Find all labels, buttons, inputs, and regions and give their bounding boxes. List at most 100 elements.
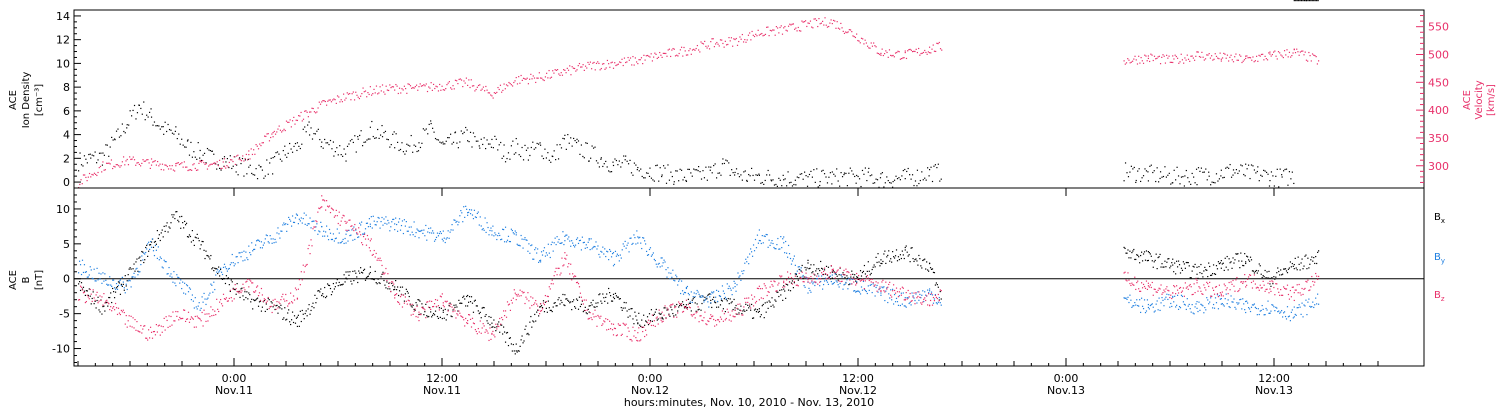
bx-point bbox=[653, 313, 655, 315]
bz-point bbox=[663, 314, 665, 316]
velocity-point bbox=[1185, 59, 1187, 61]
bz-point bbox=[303, 271, 305, 273]
bx-point bbox=[593, 306, 595, 308]
bx-point bbox=[322, 293, 324, 295]
by-point bbox=[454, 219, 456, 221]
velocity-point bbox=[332, 99, 334, 101]
velocity-point bbox=[603, 63, 605, 65]
velocity-point bbox=[577, 65, 579, 67]
by-point bbox=[690, 291, 692, 293]
by-point bbox=[643, 237, 645, 239]
density-point bbox=[804, 171, 806, 173]
velocity-point bbox=[836, 21, 838, 23]
by-point bbox=[93, 268, 95, 270]
bx-point bbox=[622, 307, 624, 309]
by-point bbox=[196, 308, 198, 310]
bx-point bbox=[91, 297, 93, 300]
bx-point bbox=[789, 290, 792, 292]
density-point bbox=[94, 151, 96, 153]
bz-point bbox=[747, 301, 749, 304]
bx-point bbox=[873, 264, 875, 266]
bz-point bbox=[265, 302, 267, 304]
bz-point bbox=[599, 317, 601, 319]
density-point bbox=[706, 179, 708, 181]
bz-point bbox=[319, 207, 321, 210]
bz-point bbox=[733, 316, 735, 318]
bx-point bbox=[807, 262, 809, 264]
density-point bbox=[147, 116, 149, 118]
density-point bbox=[480, 138, 482, 140]
by-point bbox=[637, 236, 639, 238]
by-point bbox=[705, 298, 707, 300]
velocity-point bbox=[637, 63, 639, 65]
density-point bbox=[794, 179, 796, 181]
by-point bbox=[676, 276, 678, 278]
bz-point bbox=[411, 303, 413, 305]
bz-point bbox=[80, 286, 83, 288]
by-point bbox=[709, 296, 711, 298]
velocity-point bbox=[841, 27, 843, 29]
by-point bbox=[1208, 303, 1210, 305]
bx-point bbox=[1313, 256, 1315, 259]
by-point bbox=[720, 298, 723, 300]
velocity-point bbox=[891, 55, 893, 57]
density-point bbox=[220, 169, 222, 171]
velocity-point bbox=[401, 88, 403, 90]
bz-point bbox=[687, 303, 689, 306]
velocity-point bbox=[646, 54, 649, 57]
bz-point bbox=[642, 330, 644, 333]
velocity-point bbox=[822, 20, 824, 22]
density-point bbox=[235, 171, 237, 173]
velocity-point bbox=[920, 52, 922, 55]
by-point bbox=[263, 242, 265, 244]
velocity-point bbox=[722, 42, 724, 45]
velocity-point bbox=[819, 23, 821, 25]
density-point bbox=[344, 153, 347, 155]
velocity-point bbox=[941, 49, 943, 51]
density-point bbox=[454, 131, 457, 133]
density-point bbox=[590, 157, 592, 159]
density-point bbox=[138, 104, 140, 106]
density-point bbox=[405, 150, 407, 152]
by-point bbox=[449, 231, 451, 233]
density-point bbox=[398, 149, 400, 152]
bz-point bbox=[452, 311, 454, 313]
by-point bbox=[613, 263, 616, 266]
velocity-point bbox=[572, 67, 574, 69]
bz-point bbox=[874, 284, 876, 286]
bz-point bbox=[912, 296, 914, 298]
density-point bbox=[665, 182, 668, 184]
velocity-point bbox=[811, 26, 813, 28]
velocity-point bbox=[904, 51, 906, 54]
velocity-point bbox=[194, 167, 196, 170]
velocity-point bbox=[550, 76, 553, 78]
bx-point bbox=[503, 326, 505, 328]
velocity-point bbox=[1259, 55, 1261, 57]
density-point bbox=[688, 168, 690, 171]
velocity-point bbox=[120, 165, 122, 167]
bx-point bbox=[880, 259, 882, 261]
bz-point bbox=[637, 332, 639, 334]
velocity-point bbox=[217, 164, 220, 167]
bz-point bbox=[923, 298, 925, 300]
density-point bbox=[1187, 177, 1189, 179]
velocity-point bbox=[384, 93, 386, 95]
by-point bbox=[927, 289, 929, 291]
density-point bbox=[466, 129, 468, 131]
by-point bbox=[138, 271, 140, 273]
density-point bbox=[737, 173, 739, 175]
velocity-point bbox=[639, 59, 641, 61]
by-point bbox=[265, 234, 267, 236]
bx-point bbox=[835, 273, 837, 275]
velocity-point bbox=[370, 94, 373, 96]
density-point bbox=[928, 169, 931, 171]
velocity-point bbox=[327, 100, 329, 102]
bz-point bbox=[379, 257, 381, 259]
density-point bbox=[413, 144, 415, 146]
bz-point bbox=[670, 304, 672, 306]
bx-point bbox=[290, 319, 293, 321]
bx-point bbox=[338, 281, 340, 284]
velocity-point bbox=[597, 61, 599, 63]
velocity-point bbox=[425, 83, 427, 85]
density-point bbox=[782, 174, 784, 176]
